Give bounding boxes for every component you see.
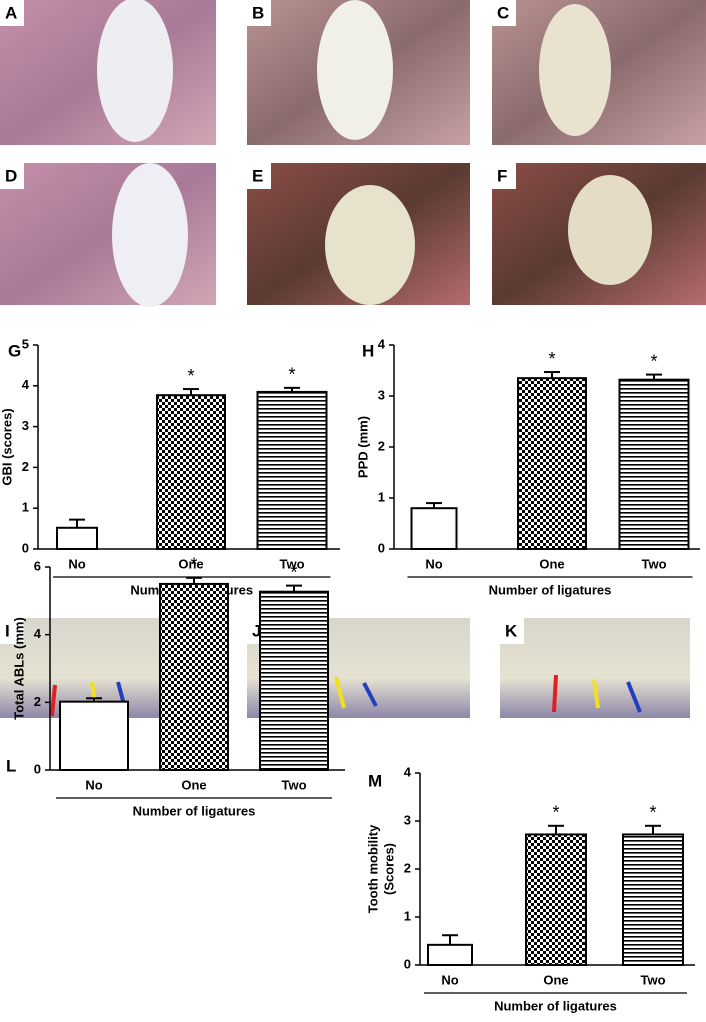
- bar: [622, 833, 684, 966]
- panel-label: M: [368, 771, 382, 790]
- bar: [517, 377, 587, 550]
- y-tick-label: 0: [378, 540, 385, 555]
- x-tick-label: No: [85, 777, 102, 792]
- significance-mark: *: [187, 366, 194, 386]
- y-tick-label: 2: [378, 438, 385, 453]
- significance-mark: *: [288, 365, 295, 385]
- panel-label: B: [252, 3, 264, 22]
- panel-label: E: [252, 166, 263, 185]
- panel-label-bg: [492, 0, 516, 26]
- panel-label: F: [497, 166, 507, 185]
- panel-label: J: [252, 621, 261, 640]
- y-tick-label: 5: [22, 336, 29, 351]
- panel-label-bg: [492, 163, 516, 189]
- bar: [256, 390, 328, 551]
- y-tick-label: 3: [22, 418, 29, 433]
- bar: [59, 700, 129, 772]
- y-axis-label: Total ABLs (mm): [11, 617, 26, 720]
- y-tick-label: 2: [22, 459, 29, 474]
- chart: H 0 1 2 3 4 PPD (mm) No * One * Two Number of ligatu…: [355, 336, 700, 597]
- x-axis-label: Number of ligatures: [489, 582, 612, 597]
- bar: [525, 833, 587, 966]
- panel-label: H: [362, 341, 374, 360]
- x-tick-label: One: [178, 556, 203, 571]
- x-tick-label: One: [543, 972, 568, 987]
- photos: [0, 0, 706, 718]
- panel-label: C: [497, 3, 509, 22]
- x-axis-label: Number of ligatures: [133, 803, 256, 818]
- panel-label: A: [5, 3, 17, 22]
- significance-mark: *: [552, 803, 559, 823]
- chart: M 0 1 2 3 4 Tooth mobility (Scores) No * One * Two Nu…: [365, 764, 695, 1013]
- panel-label-bg: [0, 163, 24, 189]
- x-tick-label: One: [539, 556, 564, 571]
- y-axis-label: (Scores): [381, 843, 396, 895]
- y-tick-label: 6: [34, 558, 41, 573]
- y-tick-label: 0: [22, 540, 29, 555]
- y-axis-label: GBI (scores): [0, 408, 14, 485]
- panel-label-bg: [500, 618, 524, 644]
- y-tick-label: 2: [34, 694, 41, 709]
- x-tick-label: No: [68, 556, 85, 571]
- y-tick-label: 1: [378, 489, 385, 504]
- panel-label-bg: [0, 618, 24, 644]
- y-axis-label: PPD (mm): [355, 416, 370, 478]
- panel-label: I: [5, 621, 10, 640]
- panel-label: G: [8, 341, 21, 360]
- panel-label-bg: [247, 163, 271, 189]
- bar: [618, 378, 690, 550]
- bar: [56, 526, 98, 550]
- y-tick-label: 4: [22, 377, 30, 392]
- y-axis-label: Tooth mobility: [365, 824, 380, 913]
- x-tick-label: Two: [641, 556, 666, 571]
- significance-mark: *: [650, 351, 657, 371]
- x-tick-label: No: [441, 972, 458, 987]
- y-tick-label: 4: [34, 626, 42, 641]
- x-tick-label: Two: [279, 556, 304, 571]
- y-tick-label: 4: [378, 336, 386, 351]
- significance-mark: *: [649, 803, 656, 823]
- y-tick-label: 1: [404, 908, 411, 923]
- significance-mark: *: [548, 349, 555, 369]
- x-tick-label: Two: [281, 777, 306, 792]
- bar: [427, 943, 473, 967]
- bar: [156, 394, 226, 550]
- bar: [410, 507, 458, 551]
- x-tick-label: Two: [640, 972, 665, 987]
- x-tick-label: No: [425, 556, 442, 571]
- bar: [159, 582, 229, 772]
- y-tick-label: 0: [404, 956, 411, 971]
- y-tick-label: 2: [404, 860, 411, 875]
- significance-mark: *: [190, 555, 197, 575]
- x-tick-label: One: [181, 777, 206, 792]
- significance-mark: *: [290, 562, 297, 582]
- bar: [259, 590, 329, 771]
- y-tick-label: 3: [404, 812, 411, 827]
- panel-label-bg: [247, 0, 271, 26]
- panel-label: L: [6, 756, 16, 775]
- y-tick-label: 4: [404, 764, 412, 779]
- panel-label-bg: [0, 0, 24, 26]
- panel-label: D: [5, 166, 17, 185]
- y-tick-label: 0: [34, 761, 41, 776]
- photo-labels: A B C D E F I J K: [0, 0, 524, 644]
- y-tick-label: 1: [22, 500, 29, 515]
- x-axis-label: Number of ligatures: [494, 998, 617, 1013]
- panel-label: K: [505, 621, 518, 640]
- y-tick-label: 3: [378, 387, 385, 402]
